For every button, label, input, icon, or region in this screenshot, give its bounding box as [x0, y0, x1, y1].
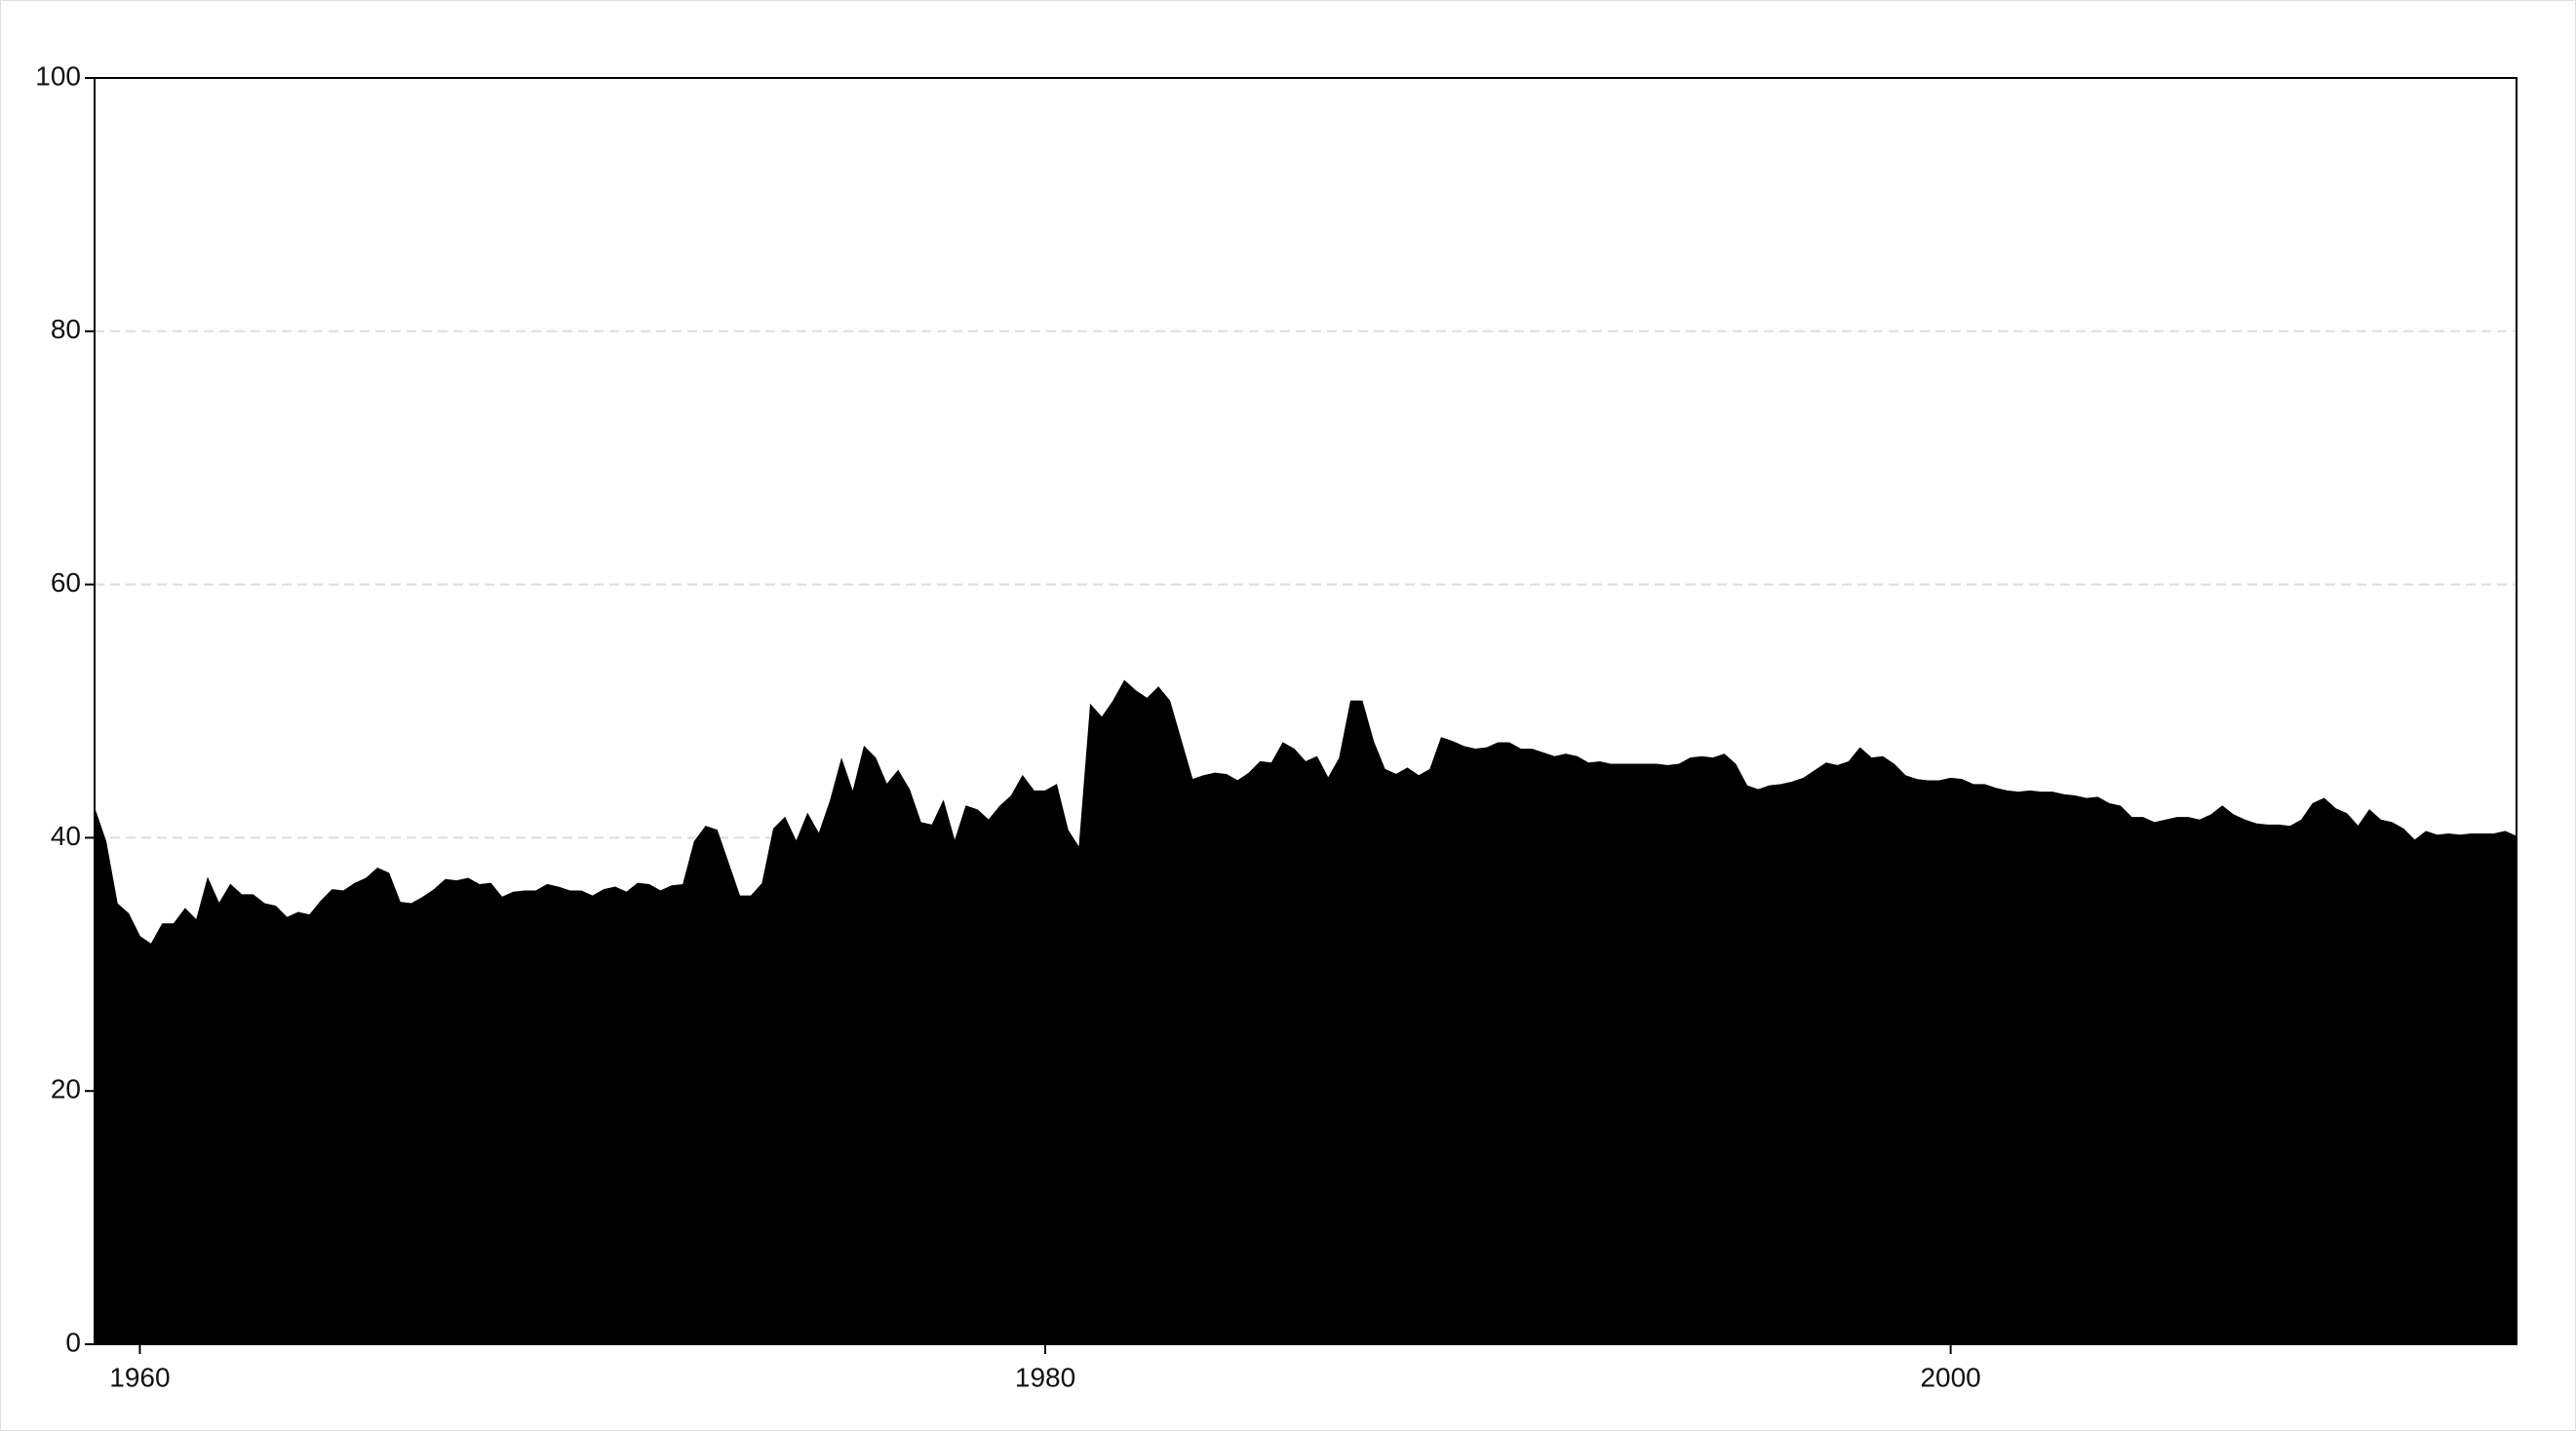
y-tick-label: 80 [51, 314, 81, 344]
area [94, 679, 2517, 1345]
y-tick-label: 100 [35, 60, 81, 91]
y-tick-label: 20 [51, 1074, 81, 1104]
x-tick-label: 2000 [1920, 1362, 1980, 1392]
y-tick-label: 0 [65, 1327, 81, 1357]
plot-frame [94, 77, 2517, 1345]
y-tick-label: 40 [51, 821, 81, 851]
x-tick-label: 1960 [109, 1362, 170, 1392]
y-tick-label: 60 [51, 567, 81, 598]
x-tick-label: 1980 [1015, 1362, 1075, 1392]
